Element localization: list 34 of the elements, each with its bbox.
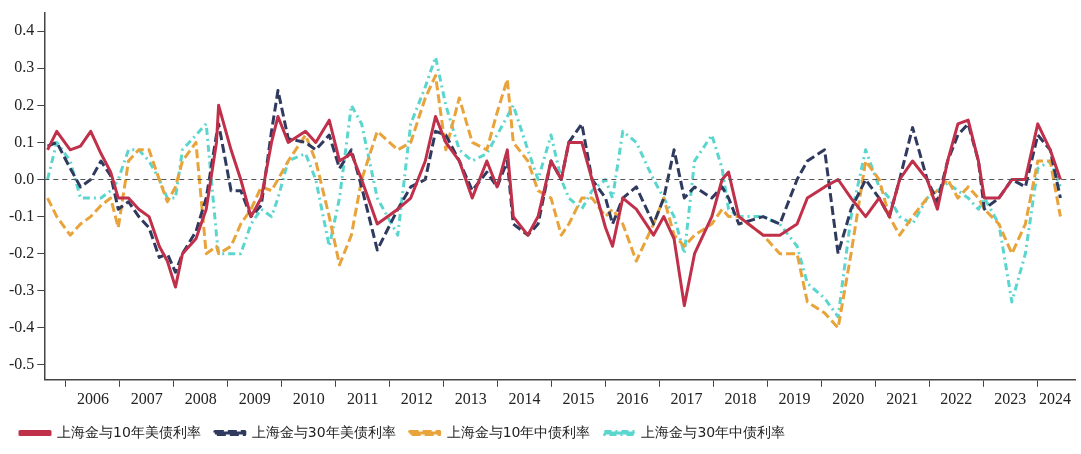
x-tick-label: 2018 [724, 389, 757, 407]
y-tick-label: -0.1 [9, 206, 35, 224]
x-tick-label: 2006 [76, 389, 109, 407]
x-tick-label: 2009 [238, 389, 271, 407]
x-tick-label: 2020 [832, 389, 865, 407]
legend-label: 上海金与10年中债利率 [446, 423, 591, 440]
x-tick-label: 2019 [778, 389, 811, 407]
y-tick-label: 0.4 [14, 21, 35, 39]
x-tick-label: 2011 [347, 389, 379, 407]
x-tick-label: 2012 [400, 389, 433, 407]
legend-label: 上海金与30年中债利率 [641, 423, 786, 440]
y-tick-label: -0.5 [9, 355, 35, 373]
legend-label: 上海金与10年美债利率 [57, 423, 201, 440]
line-series [46, 88, 1062, 274]
x-tick-label: 2015 [562, 389, 595, 407]
x-tick-label: 2013 [454, 389, 487, 407]
y-tick-label: 0.1 [14, 132, 35, 150]
y-tick-label: -0.4 [9, 318, 35, 336]
x-tick-label: 2008 [184, 389, 217, 407]
x-tick-label: 2016 [616, 389, 649, 407]
x-tick-label: 2017 [670, 389, 703, 407]
y-tick-label: -0.2 [9, 243, 35, 261]
x-tick-label: 2007 [130, 389, 163, 407]
x-tick-label: 2010 [292, 389, 325, 407]
y-tick-label: 0.2 [14, 95, 35, 113]
x-tick-label: 2023 [994, 389, 1027, 407]
y-tick-label: 0.0 [14, 169, 35, 187]
x-tick-label: 2024 [1039, 389, 1072, 407]
x-tick-label: 2021 [886, 389, 919, 407]
x-tick-label: 2014 [508, 389, 541, 407]
x-tick-label: 2022 [940, 389, 973, 407]
y-tick-label: -0.3 [9, 280, 35, 298]
y-tick-label: 0.3 [14, 58, 35, 76]
legend-label: 上海金与30年美债利率 [251, 423, 396, 440]
